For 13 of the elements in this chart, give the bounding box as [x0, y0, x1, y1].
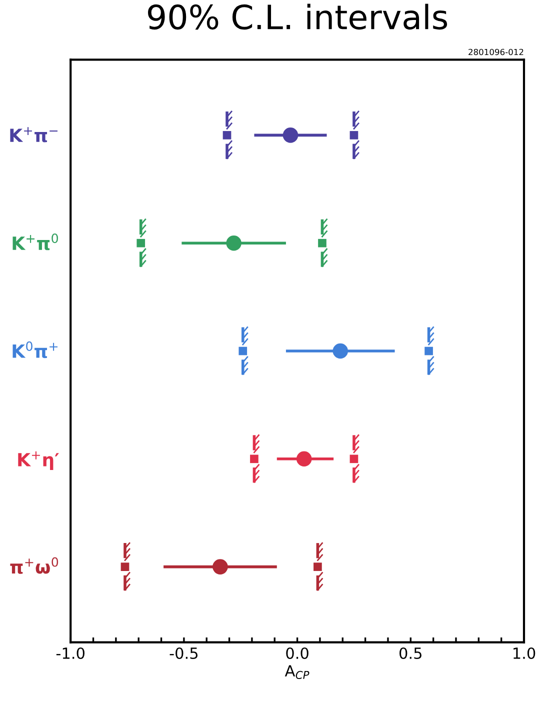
x-tick-label: 0.5 [400, 647, 422, 660]
y-tick-label: K$^{0}$π$^{+}$ [12, 341, 58, 358]
y-tick-label: K$^{+}$π$^{−}$ [10, 127, 58, 142]
x-tick-label: 1.0 [514, 647, 536, 660]
x-tick-label: -0.5 [170, 647, 198, 660]
x-tick-label: -1.0 [56, 647, 84, 660]
chart-title: 90% C.L. intervals [148, 4, 448, 30]
text: 2801096-012 [468, 48, 524, 56]
x-tick-label: 0.0 [286, 647, 308, 660]
x-axis-title: A$_{CP}$ [284, 665, 310, 680]
y-tick-label: K$^{+}$π$^{0}$ [12, 234, 58, 250]
y-tick-label: π$^{+}$ω$^{0}$ [10, 557, 58, 574]
y-tick-label: K$^{+}$η′ [18, 451, 59, 470]
